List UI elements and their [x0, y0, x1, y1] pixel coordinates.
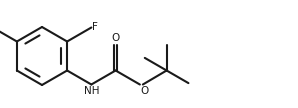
Text: O: O: [141, 86, 149, 95]
Text: NH: NH: [84, 86, 99, 96]
Text: F: F: [92, 22, 98, 32]
Text: O: O: [111, 33, 120, 43]
